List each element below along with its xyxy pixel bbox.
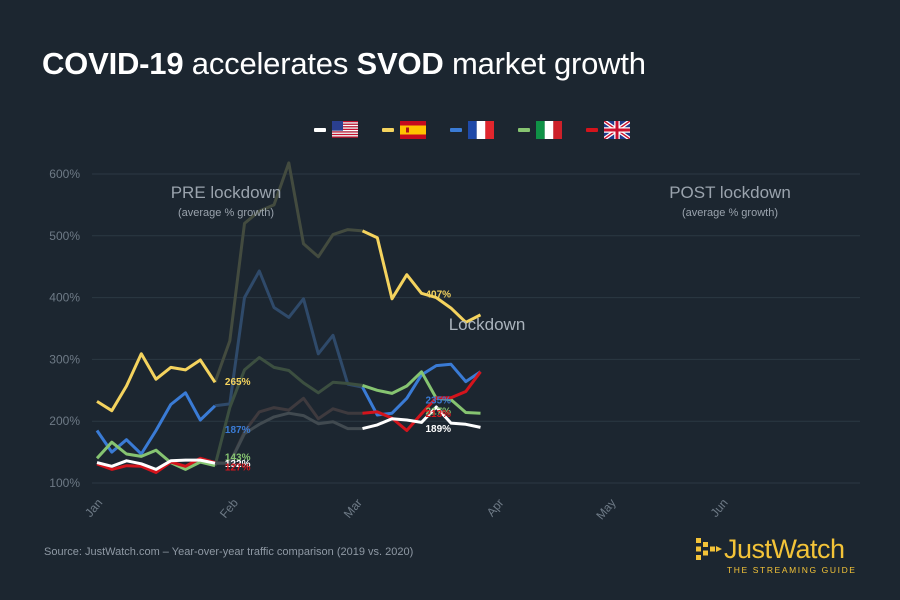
series-line-post-it: [362, 370, 481, 415]
france-flag-icon: [468, 121, 494, 139]
data-label-it: 143%: [225, 452, 251, 463]
legend-swatch: [382, 128, 394, 132]
series-line-pre-us: [96, 458, 216, 471]
phase-sublabel: (average % growth): [682, 207, 778, 219]
y-tick-label: 600%: [49, 167, 80, 181]
x-tick-label: May: [593, 496, 618, 522]
series-line-lockdown-it: [213, 356, 363, 467]
series-line-lockdown-us: [215, 411, 363, 465]
legend-item-uk: [586, 121, 630, 139]
data-label-es: 407%: [426, 289, 452, 300]
legend-item-es: [382, 121, 426, 139]
title-part: market growth: [443, 46, 646, 81]
data-label-us: 132%: [225, 459, 251, 470]
uk-flag-icon: [604, 121, 630, 139]
x-tick-label: Jun: [708, 496, 731, 520]
phase-label: POST lockdown: [669, 183, 791, 202]
phase-sublabel: (average % growth): [178, 207, 274, 219]
justwatch-logo: JustWatch THE STREAMING GUIDE: [694, 534, 864, 579]
series-line-pre-it: [95, 440, 216, 471]
title-part: COVID-19: [42, 46, 184, 81]
legend-item-fr: [450, 121, 494, 139]
legend-swatch: [314, 128, 326, 132]
spain-flag-icon: [400, 121, 426, 139]
italy-flag-icon: [536, 121, 562, 139]
series-line-post-es: [361, 229, 482, 324]
y-tick-label: 300%: [49, 352, 80, 366]
phase-label: PRE lockdown: [171, 183, 282, 202]
y-tick-label: 100%: [49, 476, 80, 490]
phase-label: Lockdown: [449, 315, 526, 334]
x-tick-label: Mar: [341, 496, 365, 521]
legend-item-it: [518, 121, 562, 139]
series-line-lockdown-fr: [214, 269, 363, 408]
legend-item-us: [314, 121, 358, 139]
data-label-us: 189%: [426, 424, 452, 435]
y-tick-label: 200%: [49, 414, 80, 428]
source-note: Source: JustWatch.com – Year-over-year t…: [44, 546, 414, 558]
legend-swatch: [450, 128, 462, 132]
series-line-pre-es: [96, 352, 217, 413]
logo-tagline: THE STREAMING GUIDE: [727, 565, 857, 575]
legend: [314, 118, 630, 142]
series-line-post-uk: [362, 370, 482, 432]
x-tick-label: Apr: [484, 496, 507, 519]
data-label-fr: 235%: [426, 396, 452, 407]
series-line-lockdown-es: [213, 161, 363, 383]
data-label-uk: 213%: [426, 409, 452, 420]
chart-title: COVID-19 accelerates SVOD market growth: [42, 46, 646, 82]
data-label-fr: 187%: [225, 425, 251, 436]
us-flag-icon: [332, 121, 358, 138]
series-line-post-us: [362, 405, 481, 431]
title-part: accelerates: [183, 46, 357, 81]
justwatch-play-icon: [696, 538, 722, 560]
legend-swatch: [518, 128, 530, 132]
x-tick-label: Feb: [217, 496, 241, 521]
legend-swatch: [586, 128, 598, 132]
y-tick-label: 400%: [49, 291, 80, 305]
data-label-es: 265%: [225, 377, 251, 388]
x-tick-label: Jan: [82, 496, 105, 520]
data-label-uk: 127%: [225, 462, 251, 473]
y-tick-label: 500%: [49, 229, 80, 243]
data-label-it: 217%: [426, 407, 452, 418]
logo-wordmark: JustWatch: [724, 534, 845, 564]
title-part: SVOD: [356, 46, 444, 81]
